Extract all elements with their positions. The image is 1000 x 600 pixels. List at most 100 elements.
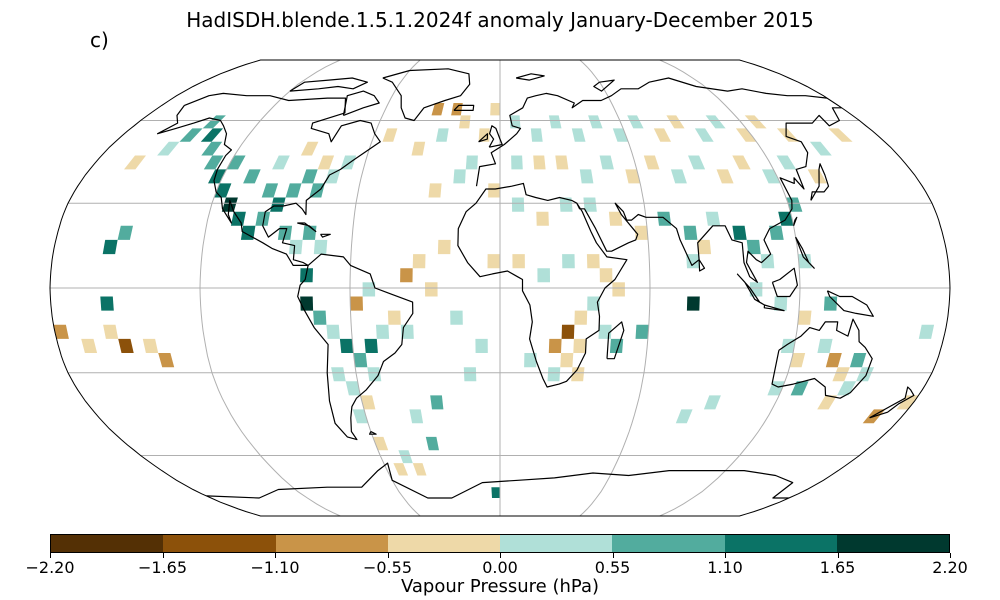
grid-cell bbox=[548, 338, 562, 353]
grid-cell bbox=[179, 128, 203, 142]
grid-cell bbox=[817, 395, 838, 410]
grid-cell bbox=[400, 268, 413, 283]
grid-cell bbox=[372, 436, 389, 451]
grid-cell bbox=[686, 296, 700, 311]
grid-cell bbox=[560, 353, 574, 368]
colorbar-segment bbox=[724, 535, 837, 552]
grid-cell bbox=[398, 450, 413, 464]
grid-cell bbox=[587, 296, 600, 311]
grid-cell bbox=[573, 338, 587, 353]
grid-cell bbox=[353, 353, 368, 368]
grid-cell bbox=[430, 395, 444, 410]
grid-cell bbox=[705, 115, 726, 129]
coastline bbox=[342, 90, 380, 116]
colorbar-tick-label: 2.20 bbox=[932, 558, 968, 577]
grid-cell bbox=[102, 239, 118, 255]
coastline bbox=[795, 236, 815, 269]
grid-cell bbox=[524, 353, 537, 368]
grid-cell bbox=[579, 169, 594, 184]
grid-cell bbox=[411, 141, 426, 156]
grid-cell bbox=[785, 197, 803, 212]
grid-cell bbox=[412, 254, 426, 269]
grid-cell bbox=[530, 128, 543, 142]
grid-cell bbox=[588, 115, 603, 129]
coastlines bbox=[157, 68, 915, 499]
coastline bbox=[771, 267, 798, 298]
grid-cell bbox=[670, 169, 687, 184]
grid-cell bbox=[288, 239, 303, 255]
grid-cell bbox=[688, 155, 706, 170]
coastline bbox=[698, 259, 706, 272]
graticule bbox=[50, 60, 950, 516]
grid-cell bbox=[428, 183, 442, 198]
coastline bbox=[606, 321, 625, 360]
grid-cell bbox=[735, 128, 757, 142]
colorbar-segment bbox=[612, 535, 725, 552]
grid-cell bbox=[627, 115, 644, 129]
map-title: HadISDH.blende.1.5.1.2024f anomaly Janua… bbox=[186, 8, 814, 32]
colorbar-label: Vapour Pressure (hPa) bbox=[400, 576, 600, 597]
grid-cell bbox=[475, 338, 488, 353]
grid-cell bbox=[488, 183, 500, 198]
coastline bbox=[369, 430, 377, 435]
grid-cell bbox=[158, 353, 175, 368]
coastline bbox=[478, 133, 489, 143]
coastline bbox=[297, 222, 317, 233]
coastline bbox=[793, 216, 798, 227]
grid-cell bbox=[400, 324, 414, 339]
grid-cell bbox=[360, 395, 376, 410]
grid-cell bbox=[683, 225, 698, 240]
grid-cell bbox=[255, 211, 271, 226]
grid-cell bbox=[393, 463, 409, 476]
grid-cell bbox=[202, 115, 226, 129]
coastline bbox=[593, 79, 615, 92]
graticule-line bbox=[659, 60, 801, 516]
grid-cell bbox=[261, 183, 279, 198]
colorbar-segment bbox=[836, 535, 949, 552]
grid-cell bbox=[653, 128, 671, 142]
grid-cell bbox=[200, 128, 224, 142]
colorbar-tick bbox=[837, 553, 839, 558]
grid-cell bbox=[409, 409, 424, 424]
colorbar-tick bbox=[50, 553, 51, 558]
grid-cell bbox=[716, 169, 734, 184]
grid-cell bbox=[828, 128, 853, 142]
grid-cell bbox=[744, 115, 767, 129]
grid-cell bbox=[666, 115, 685, 129]
grid-cell bbox=[301, 169, 318, 184]
colorbar-tick bbox=[387, 553, 389, 558]
grid-cell bbox=[465, 155, 478, 170]
colorbar-segment bbox=[500, 535, 613, 552]
grid-cell bbox=[100, 296, 114, 311]
coastline bbox=[810, 163, 830, 201]
grid-cell bbox=[769, 225, 784, 240]
colorbar-tick bbox=[950, 553, 951, 558]
anomaly-grid bbox=[53, 103, 935, 498]
grid-cell bbox=[203, 155, 224, 170]
grid-cell bbox=[571, 128, 586, 142]
grid-cell bbox=[437, 239, 451, 255]
colorbar-tick bbox=[612, 553, 614, 558]
grid-cell bbox=[780, 338, 796, 353]
grid-cell bbox=[732, 155, 751, 170]
grid-cell bbox=[313, 239, 328, 255]
grid-cell bbox=[635, 324, 649, 339]
grid-cell bbox=[511, 155, 523, 170]
grid-cell bbox=[817, 338, 833, 353]
coastline bbox=[206, 462, 794, 499]
colorbar-segment bbox=[275, 535, 388, 552]
grid-cell bbox=[124, 155, 146, 170]
grid-cell bbox=[326, 324, 340, 339]
colorbar-tick bbox=[500, 553, 501, 558]
grid-cell bbox=[767, 381, 785, 396]
grid-cell bbox=[559, 197, 573, 212]
colorbar-segment bbox=[51, 535, 164, 552]
coastline bbox=[826, 290, 874, 317]
coastline bbox=[763, 304, 785, 312]
grid-cell bbox=[823, 296, 838, 311]
grid-cell bbox=[364, 338, 378, 353]
colorbar-tick-label: 0.00 bbox=[482, 558, 518, 577]
colorbar-tick-label: −0.55 bbox=[362, 558, 413, 577]
grid-cell bbox=[760, 254, 775, 269]
grid-cell bbox=[412, 463, 427, 476]
